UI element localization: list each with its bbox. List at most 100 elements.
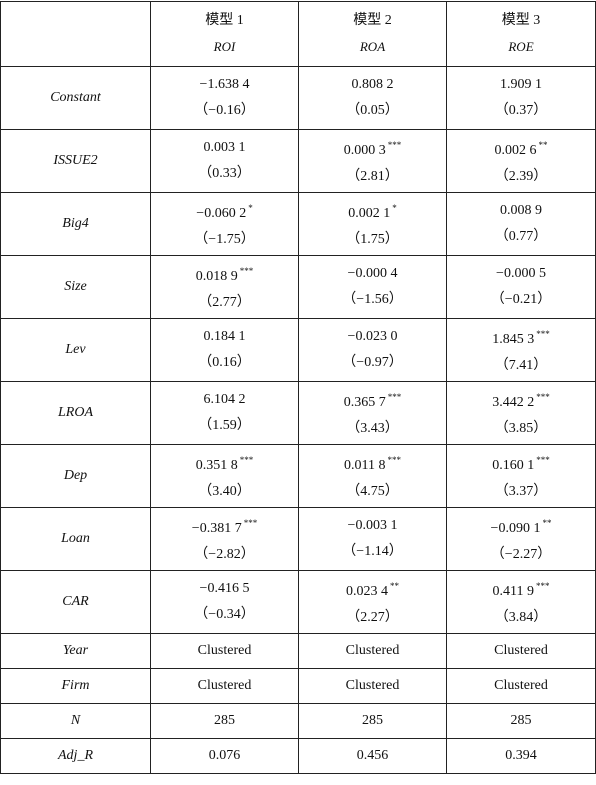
t-statistic: （−0.16） — [194, 103, 255, 118]
coef-line: −0.416 5 — [151, 576, 298, 602]
significance-stars: *** — [243, 518, 258, 528]
value-cell: Clustered — [150, 633, 299, 669]
table-row: Firm Clustered Clustered Clustered — [0, 668, 596, 704]
coef-line: 0.351 8 *** — [151, 447, 298, 479]
header-cell: 模型 2 ROA — [298, 1, 447, 67]
significance-stars: ** — [542, 518, 552, 528]
header-row: 模型 1 ROI 模型 2 ROA 模型 3 ROE — [0, 1, 596, 67]
t-statistic: （3.37） — [494, 484, 548, 499]
t-statistic: （−1.75） — [194, 232, 255, 247]
value-cell: Clustered — [298, 633, 447, 669]
row-label: Firm — [0, 668, 151, 704]
coef-cell: 0.000 3 *** （2.81） — [298, 129, 447, 193]
coefficient: 0.160 1 — [492, 458, 535, 473]
coef-line: 0.011 8 *** — [299, 447, 446, 479]
table-row: Loan −0.381 7 *** （−2.82） −0.003 1 （−1.14） −0.… — [0, 507, 596, 571]
coef-line: 0.000 3 *** — [299, 132, 446, 164]
coef-cell: 0.018 9 *** （2.77） — [150, 255, 299, 319]
t-statistic: （0.16） — [198, 355, 251, 370]
coef-cell: 0.023 4 ** （2.27） — [298, 570, 447, 634]
coefficient: 3.442 2 — [492, 395, 535, 410]
coef-line: −0.000 5 — [447, 261, 595, 287]
coef-line: 0.808 2 — [299, 72, 446, 98]
coef-cell: 0.003 1 （0.33） — [150, 129, 299, 193]
coef-line: 0.002 1 * — [299, 195, 446, 227]
coefficient: 1.845 3 — [492, 332, 535, 347]
coefficient: 0.808 2 — [351, 77, 394, 92]
coefficient: 0.411 9 — [492, 584, 534, 599]
coef-line: 0.008 9 — [447, 198, 595, 224]
coef-line: 3.442 2 *** — [447, 384, 595, 416]
coefficient: −0.003 1 — [347, 518, 398, 533]
coefficient: −0.060 2 — [196, 206, 247, 221]
table-row: Lev 0.184 1 （0.16） −0.023 0 （−0.97） 1.845 3 **… — [0, 318, 596, 382]
coef-line: 6.104 2 — [151, 387, 298, 413]
coefficient: 0.023 4 — [346, 584, 388, 599]
t-statistic: （−1.14） — [342, 544, 403, 559]
coef-cell: 0.002 1 * （1.75） — [298, 192, 447, 256]
t-statistic: （4.75） — [346, 484, 399, 499]
significance-stars: *** — [387, 140, 402, 150]
coef-cell: −0.381 7 *** （−2.82） — [150, 507, 299, 571]
coef-line: −0.023 0 — [299, 324, 446, 350]
coefficient: 0.351 8 — [195, 458, 238, 473]
header-cell: 模型 1 ROI — [150, 1, 299, 67]
t-statistic: （3.43） — [346, 421, 399, 436]
value-cell: Clustered — [298, 668, 447, 704]
t-statistic: （2.77） — [198, 295, 251, 310]
coefficient: −1.638 4 — [199, 77, 250, 92]
coef-line: −0.090 1 ** — [447, 510, 595, 542]
t-statistic: （1.59） — [198, 418, 251, 433]
row-label: ISSUE2 — [0, 129, 151, 193]
coefficient: −0.023 0 — [347, 329, 398, 344]
significance-stars: *** — [536, 455, 550, 465]
coefficient: −0.000 5 — [496, 266, 546, 281]
coef-line: 0.002 6 ** — [447, 132, 595, 164]
t-statistic: （3.85） — [494, 421, 548, 436]
coefficient: 6.104 2 — [203, 392, 246, 407]
value-cell: 0.394 — [446, 738, 596, 774]
coef-cell: −0.090 1 ** （−2.27） — [446, 507, 596, 571]
dependent-variable: ROE — [508, 39, 534, 54]
header-cell: 模型 3 ROE — [446, 1, 596, 67]
coefficient: 0.011 8 — [344, 458, 386, 473]
t-statistic: （0.37） — [494, 103, 548, 118]
coef-line: −0.000 4 — [299, 261, 446, 287]
coef-line: −0.003 1 — [299, 513, 446, 539]
model-name: 模型 1 — [205, 13, 244, 28]
coef-cell: −0.000 5 （−0.21） — [446, 255, 596, 319]
coef-cell: 1.909 1 （0.37） — [446, 66, 596, 130]
t-statistic: （−0.34） — [194, 607, 255, 622]
coef-cell: −0.060 2 * （−1.75） — [150, 192, 299, 256]
value-cell: Clustered — [446, 633, 596, 669]
significance-stars: *** — [535, 581, 550, 591]
t-statistic: （2.27） — [346, 610, 399, 625]
coef-cell: 0.808 2 （0.05） — [298, 66, 447, 130]
table-row: Size 0.018 9 *** （2.77） −0.000 4 （−1.56） −0.00… — [0, 255, 596, 319]
coef-cell: −0.023 0 （−0.97） — [298, 318, 447, 382]
dependent-variable: ROI — [213, 39, 236, 54]
t-statistic: （7.41） — [494, 358, 548, 373]
table-row: N 285 285 285 — [0, 703, 596, 739]
table-row: Big4 −0.060 2 * （−1.75） 0.002 1 * （1.75） 0.008 … — [0, 192, 596, 256]
t-statistic: （−0.21） — [490, 292, 552, 307]
significance-stars: *** — [387, 392, 402, 402]
coef-line: −1.638 4 — [151, 72, 298, 98]
t-statistic: （−2.27） — [490, 547, 552, 562]
row-label: Adj_R — [0, 738, 151, 774]
t-statistic: （2.39） — [494, 169, 548, 184]
coef-line: 1.845 3 *** — [447, 321, 595, 353]
coef-line: −0.060 2 * — [151, 195, 298, 227]
coefficient: 0.002 6 — [494, 143, 537, 158]
t-statistic: （−0.97） — [342, 355, 403, 370]
table-row: CAR −0.416 5 （−0.34） 0.023 4 ** （2.27） 0.411 9… — [0, 570, 596, 634]
significance-stars: *** — [387, 455, 401, 465]
coef-cell: −1.638 4 （−0.16） — [150, 66, 299, 130]
t-statistic: （0.77） — [494, 229, 548, 244]
coef-cell: 0.365 7 *** （3.43） — [298, 381, 447, 445]
row-label: Dep — [0, 444, 151, 508]
coef-line: 0.160 1 *** — [447, 447, 595, 479]
significance-stars: ** — [538, 140, 548, 150]
t-statistic: （0.33） — [198, 166, 251, 181]
value-cell: 285 — [150, 703, 299, 739]
